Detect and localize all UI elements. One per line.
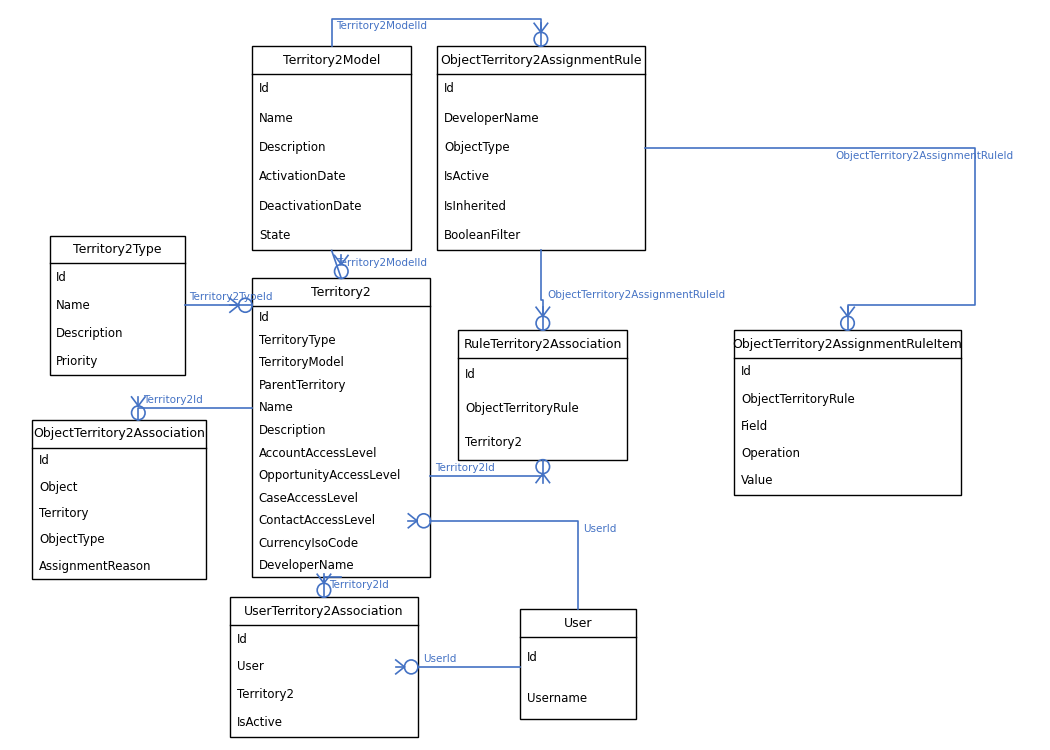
Bar <box>230 597 418 736</box>
Text: Id: Id <box>444 82 455 95</box>
Text: Username: Username <box>527 692 587 705</box>
Text: ParentTerritory: ParentTerritory <box>259 379 347 392</box>
Text: Priority: Priority <box>57 355 99 368</box>
Text: ObjectTerritory2AssignmentRuleId: ObjectTerritory2AssignmentRuleId <box>836 152 1013 161</box>
Bar <box>437 46 645 251</box>
Text: Territory2TypeId: Territory2TypeId <box>189 292 273 302</box>
Text: ObjectTerritory2AssignmentRuleId: ObjectTerritory2AssignmentRuleId <box>548 290 726 300</box>
Text: DeactivationDate: DeactivationDate <box>259 200 362 213</box>
Text: UserId: UserId <box>423 654 456 664</box>
Text: Territory2: Territory2 <box>465 436 522 449</box>
Text: User: User <box>564 616 592 629</box>
Text: UserTerritory2Association: UserTerritory2Association <box>245 604 403 617</box>
Text: TerritoryModel: TerritoryModel <box>259 356 343 369</box>
Text: IsActive: IsActive <box>444 170 490 184</box>
Text: ObjectTerritoryRule: ObjectTerritoryRule <box>741 392 855 406</box>
Text: DeveloperName: DeveloperName <box>259 560 355 572</box>
Text: Territory: Territory <box>39 507 88 520</box>
Text: Territory2: Territory2 <box>236 688 294 701</box>
Text: ObjectType: ObjectType <box>444 141 509 154</box>
Text: ObjectTerritory2Association: ObjectTerritory2Association <box>34 427 205 440</box>
Text: ObjectTerritory2AssignmentRule: ObjectTerritory2AssignmentRule <box>440 54 642 67</box>
Text: Name: Name <box>259 401 294 415</box>
Text: Object: Object <box>39 481 78 494</box>
Text: IsInherited: IsInherited <box>444 200 507 213</box>
Text: Id: Id <box>259 82 270 95</box>
Text: BooleanFilter: BooleanFilter <box>444 230 521 242</box>
Bar <box>734 330 961 494</box>
Text: Description: Description <box>57 327 124 340</box>
Text: State: State <box>259 230 290 242</box>
Text: RuleTerritory2Association: RuleTerritory2Association <box>464 338 622 350</box>
Text: OpportunityAccessLevel: OpportunityAccessLevel <box>259 470 401 482</box>
Text: Id: Id <box>57 271 67 284</box>
Text: Name: Name <box>57 298 91 312</box>
Text: DeveloperName: DeveloperName <box>444 112 540 125</box>
Text: Territory2: Territory2 <box>312 286 371 298</box>
Text: CurrencyIsoCode: CurrencyIsoCode <box>259 537 359 550</box>
Text: Name: Name <box>259 112 294 125</box>
Text: User: User <box>236 661 264 674</box>
Bar <box>49 236 185 375</box>
Text: Id: Id <box>465 368 476 382</box>
Text: Description: Description <box>259 141 327 154</box>
Text: ContactAccessLevel: ContactAccessLevel <box>259 514 376 527</box>
Text: Territory2ModelId: Territory2ModelId <box>336 21 427 32</box>
Text: Territory2Id: Territory2Id <box>143 395 203 405</box>
Text: IsActive: IsActive <box>236 716 282 729</box>
Bar <box>459 330 627 460</box>
Text: Field: Field <box>741 420 769 433</box>
Bar <box>33 420 206 579</box>
Text: Id: Id <box>259 311 270 324</box>
Text: ActivationDate: ActivationDate <box>259 170 347 184</box>
Text: Operation: Operation <box>741 447 800 460</box>
Bar <box>520 609 636 718</box>
Text: Territory2Id: Territory2Id <box>436 463 495 472</box>
Text: ObjectTerritory2AssignmentRuleItem: ObjectTerritory2AssignmentRuleItem <box>733 338 963 350</box>
Text: ObjectType: ObjectType <box>39 533 105 546</box>
Bar <box>252 46 412 251</box>
Text: Description: Description <box>259 424 327 437</box>
Text: CaseAccessLevel: CaseAccessLevel <box>259 492 359 505</box>
Text: ObjectTerritoryRule: ObjectTerritoryRule <box>465 402 579 416</box>
Text: Value: Value <box>741 475 774 488</box>
Text: Territory2ModelId: Territory2ModelId <box>336 259 427 268</box>
Text: Id: Id <box>39 454 49 467</box>
Text: AccountAccessLevel: AccountAccessLevel <box>259 446 377 460</box>
Text: Territory2Id: Territory2Id <box>329 580 388 590</box>
Text: Id: Id <box>741 365 752 378</box>
Text: Territory2Model: Territory2Model <box>282 54 380 67</box>
Bar <box>252 278 430 578</box>
Text: UserId: UserId <box>583 524 616 534</box>
Text: TerritoryType: TerritoryType <box>259 334 335 346</box>
Text: Id: Id <box>527 651 538 664</box>
Text: Territory2Type: Territory2Type <box>72 243 162 256</box>
Text: AssignmentReason: AssignmentReason <box>39 560 151 572</box>
Text: Id: Id <box>236 632 248 646</box>
